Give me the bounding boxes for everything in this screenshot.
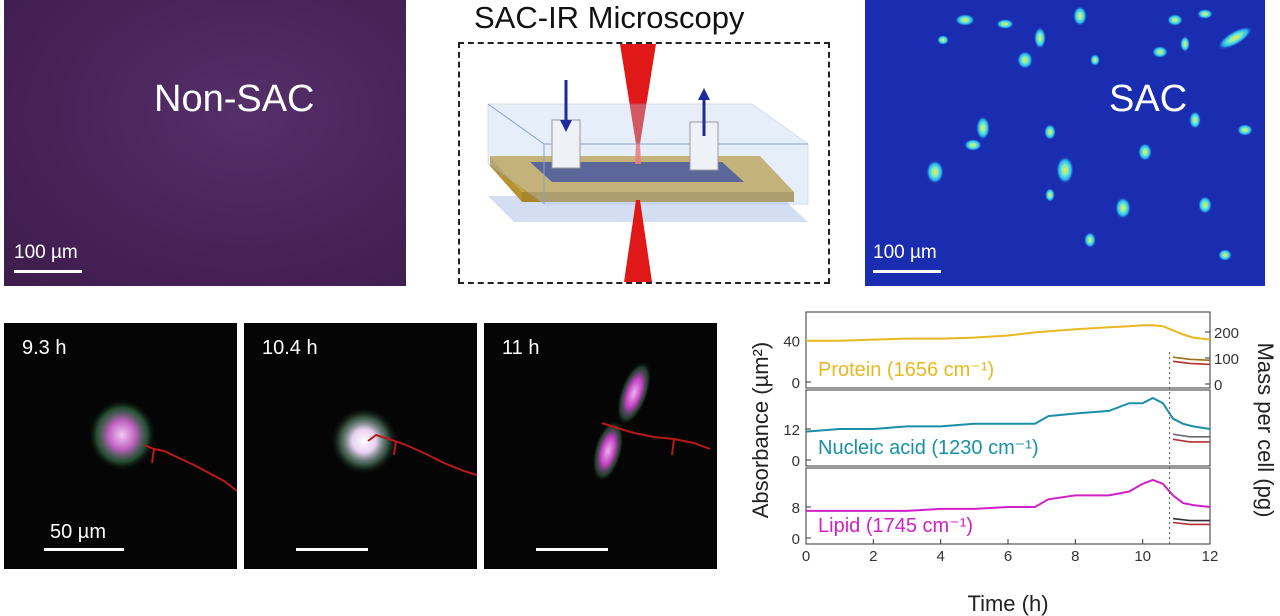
mass-line <box>1172 517 1210 522</box>
panel-frame-1 <box>805 311 1211 389</box>
mass-line <box>1172 433 1210 438</box>
timelapse-frame-2: 10.4 h <box>244 323 477 569</box>
series-line <box>806 478 1211 512</box>
cell-image-1 <box>88 399 237 492</box>
frame-3-scale-bar <box>536 548 608 551</box>
lower-glass <box>488 196 808 222</box>
series-label: Nucleic acid (1230 cm⁻¹) <box>818 437 1039 459</box>
laser-beam-bottom <box>624 200 652 282</box>
left-tick-label: 0 <box>792 453 800 470</box>
x-tick-label: 10 <box>1134 548 1151 565</box>
y-axis-left-label: Absorbance (µm²) <box>748 342 773 519</box>
series-label: Lipid (1745 cm⁻¹) <box>818 515 973 537</box>
left-tick-label: 0 <box>792 531 800 548</box>
left-tick-label: 12 <box>783 422 800 439</box>
x-tick-label: 6 <box>1004 548 1012 565</box>
non-sac-scale-label: 100 µm <box>14 242 78 263</box>
mass-line <box>1172 360 1211 366</box>
sac-cells <box>926 6 1253 261</box>
sac-scale-label: 100 µm <box>873 242 937 263</box>
x-tick-label: 2 <box>869 548 877 565</box>
cell-image-2 <box>330 407 477 476</box>
non-sac-scale-bar <box>14 270 82 273</box>
cell-image-3 <box>592 360 711 483</box>
mass-line <box>1172 438 1210 443</box>
timelapse-frame-1: 9.3 h 50 µm <box>4 323 237 569</box>
right-tick-label: 100 <box>1214 351 1239 368</box>
frame-3-time: 11 h <box>502 337 540 359</box>
laser-beam-top <box>620 44 656 144</box>
frame-1-scale-bar <box>44 548 124 551</box>
left-tick-label: 40 <box>783 334 800 351</box>
timelapse-frame-3: 11 h <box>484 323 717 569</box>
glass-chamber <box>487 103 809 205</box>
frame-2-time: 10.4 h <box>262 337 318 359</box>
x-tick-label: 8 <box>1071 548 1079 565</box>
microscopy-diagram <box>487 44 809 282</box>
x-tick-label: 4 <box>936 548 944 565</box>
frame-2-scale-bar <box>296 548 368 551</box>
x-tick-label: 12 <box>1202 548 1219 565</box>
x-tick-label: 0 <box>802 548 810 565</box>
microscopy-schematic <box>458 42 830 284</box>
non-sac-image: Non-SAC 100 µm <box>4 0 406 286</box>
sac-image: SAC 100 µm <box>865 0 1265 286</box>
frame-1-scale-label: 50 µm <box>50 521 106 543</box>
sac-label: SAC <box>1109 78 1188 120</box>
x-axis-label: Time (h) <box>967 591 1048 616</box>
mass-line <box>1172 356 1211 362</box>
microscopy-title: SAC-IR Microscopy <box>474 0 745 35</box>
right-tick-label: 200 <box>1214 325 1239 342</box>
sac-scale-bar <box>873 270 941 273</box>
series-line <box>806 324 1211 342</box>
y-axis-right-label: Mass per cell (pg) <box>1253 343 1278 518</box>
frame-1-time: 9.3 h <box>22 337 67 359</box>
outlet-tube <box>689 121 719 171</box>
left-tick-label: 0 <box>792 375 800 392</box>
non-sac-label: Non-SAC <box>154 78 315 120</box>
right-tick-label: 0 <box>1214 377 1222 394</box>
series-line <box>805 396 1211 433</box>
series-label: Protein (1656 cm⁻¹) <box>818 359 994 381</box>
mass-line <box>1172 521 1210 526</box>
left-tick-label: 8 <box>792 500 800 517</box>
